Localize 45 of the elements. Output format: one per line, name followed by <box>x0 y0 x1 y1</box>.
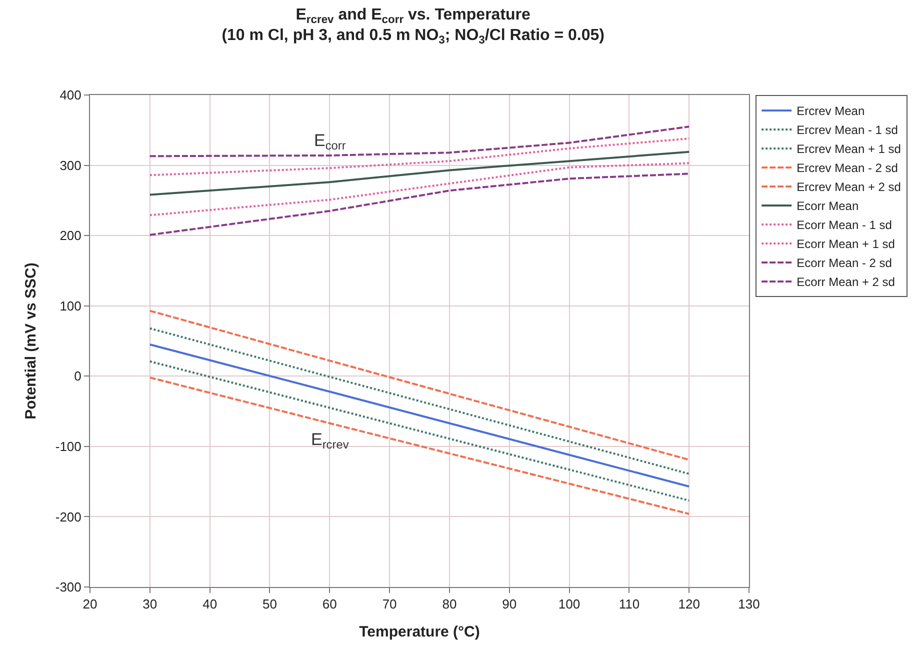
annotation: E$_{rcrev}$ <box>311 430 349 452</box>
y-tick-label: -300 <box>55 580 82 595</box>
legend-label: Ecorr Mean - 2 sd <box>796 256 892 270</box>
x-tick-label: 50 <box>262 596 277 612</box>
line-series <box>148 126 690 158</box>
line-series <box>148 327 690 475</box>
legend-label: Ercrev Mean - 2 sd <box>796 161 898 176</box>
x-tick-label: 70 <box>382 596 397 612</box>
x-tick-label: 130 <box>738 596 760 612</box>
legend-label: Ecorr Mean + 2 sd <box>796 275 895 290</box>
legend-label: Ercrev Mean <box>796 104 865 118</box>
y-tick-label: 400 <box>60 88 82 103</box>
line-series <box>148 310 690 461</box>
x-tick-label: 110 <box>618 596 640 612</box>
legend-label: Ercrev Mean - 1 sd <box>796 123 898 138</box>
x-tick-label: 100 <box>558 596 580 612</box>
y-axis-title: Potential (mV vs SSC) <box>22 262 40 420</box>
x-tick-label: 20 <box>82 596 98 612</box>
chart-subtitle: (10 m Cl, pH 3, and 0.5 m NO$_{3}$; NO$_{3}$/Cl Ratio = 0.05) <box>222 27 604 47</box>
line-series <box>148 344 690 488</box>
legend-label: Ercrev Mean + 1 sd <box>796 142 901 156</box>
y-tick-label: 300 <box>60 158 82 173</box>
x-tick-label: 80 <box>442 596 457 612</box>
x-tick-label: 90 <box>502 596 517 612</box>
y-tick-label: 0 <box>74 368 82 384</box>
line-series <box>148 360 690 502</box>
legend-label: Ercrev Mean + 2 sd <box>796 180 901 194</box>
x-axis-title: Temperature (°C) <box>359 624 480 641</box>
x-tick-label: 40 <box>202 596 218 612</box>
legend-label: Ecorr Mean + 1 sd <box>796 237 895 252</box>
line-series <box>148 162 690 216</box>
x-tick-label: 30 <box>142 596 158 612</box>
chart-title: E$_{rcrev}$ and E$_{corr}$ vs. Temperature <box>296 6 531 26</box>
line-series <box>148 172 690 236</box>
y-tick-label: -200 <box>55 509 82 524</box>
line-series <box>148 376 690 515</box>
y-tick-label: 100 <box>60 298 82 314</box>
legend-label: Ecorr Mean - 1 sd <box>796 218 892 232</box>
x-tick-label: 60 <box>322 596 337 612</box>
annotation: E$_{corr}$ <box>314 131 346 153</box>
line-series <box>148 150 690 196</box>
legend-label: Ecorr Mean <box>796 199 859 214</box>
y-tick-label: -100 <box>55 438 82 454</box>
x-tick-label: 120 <box>678 596 700 612</box>
y-tick-label: 200 <box>60 228 82 244</box>
